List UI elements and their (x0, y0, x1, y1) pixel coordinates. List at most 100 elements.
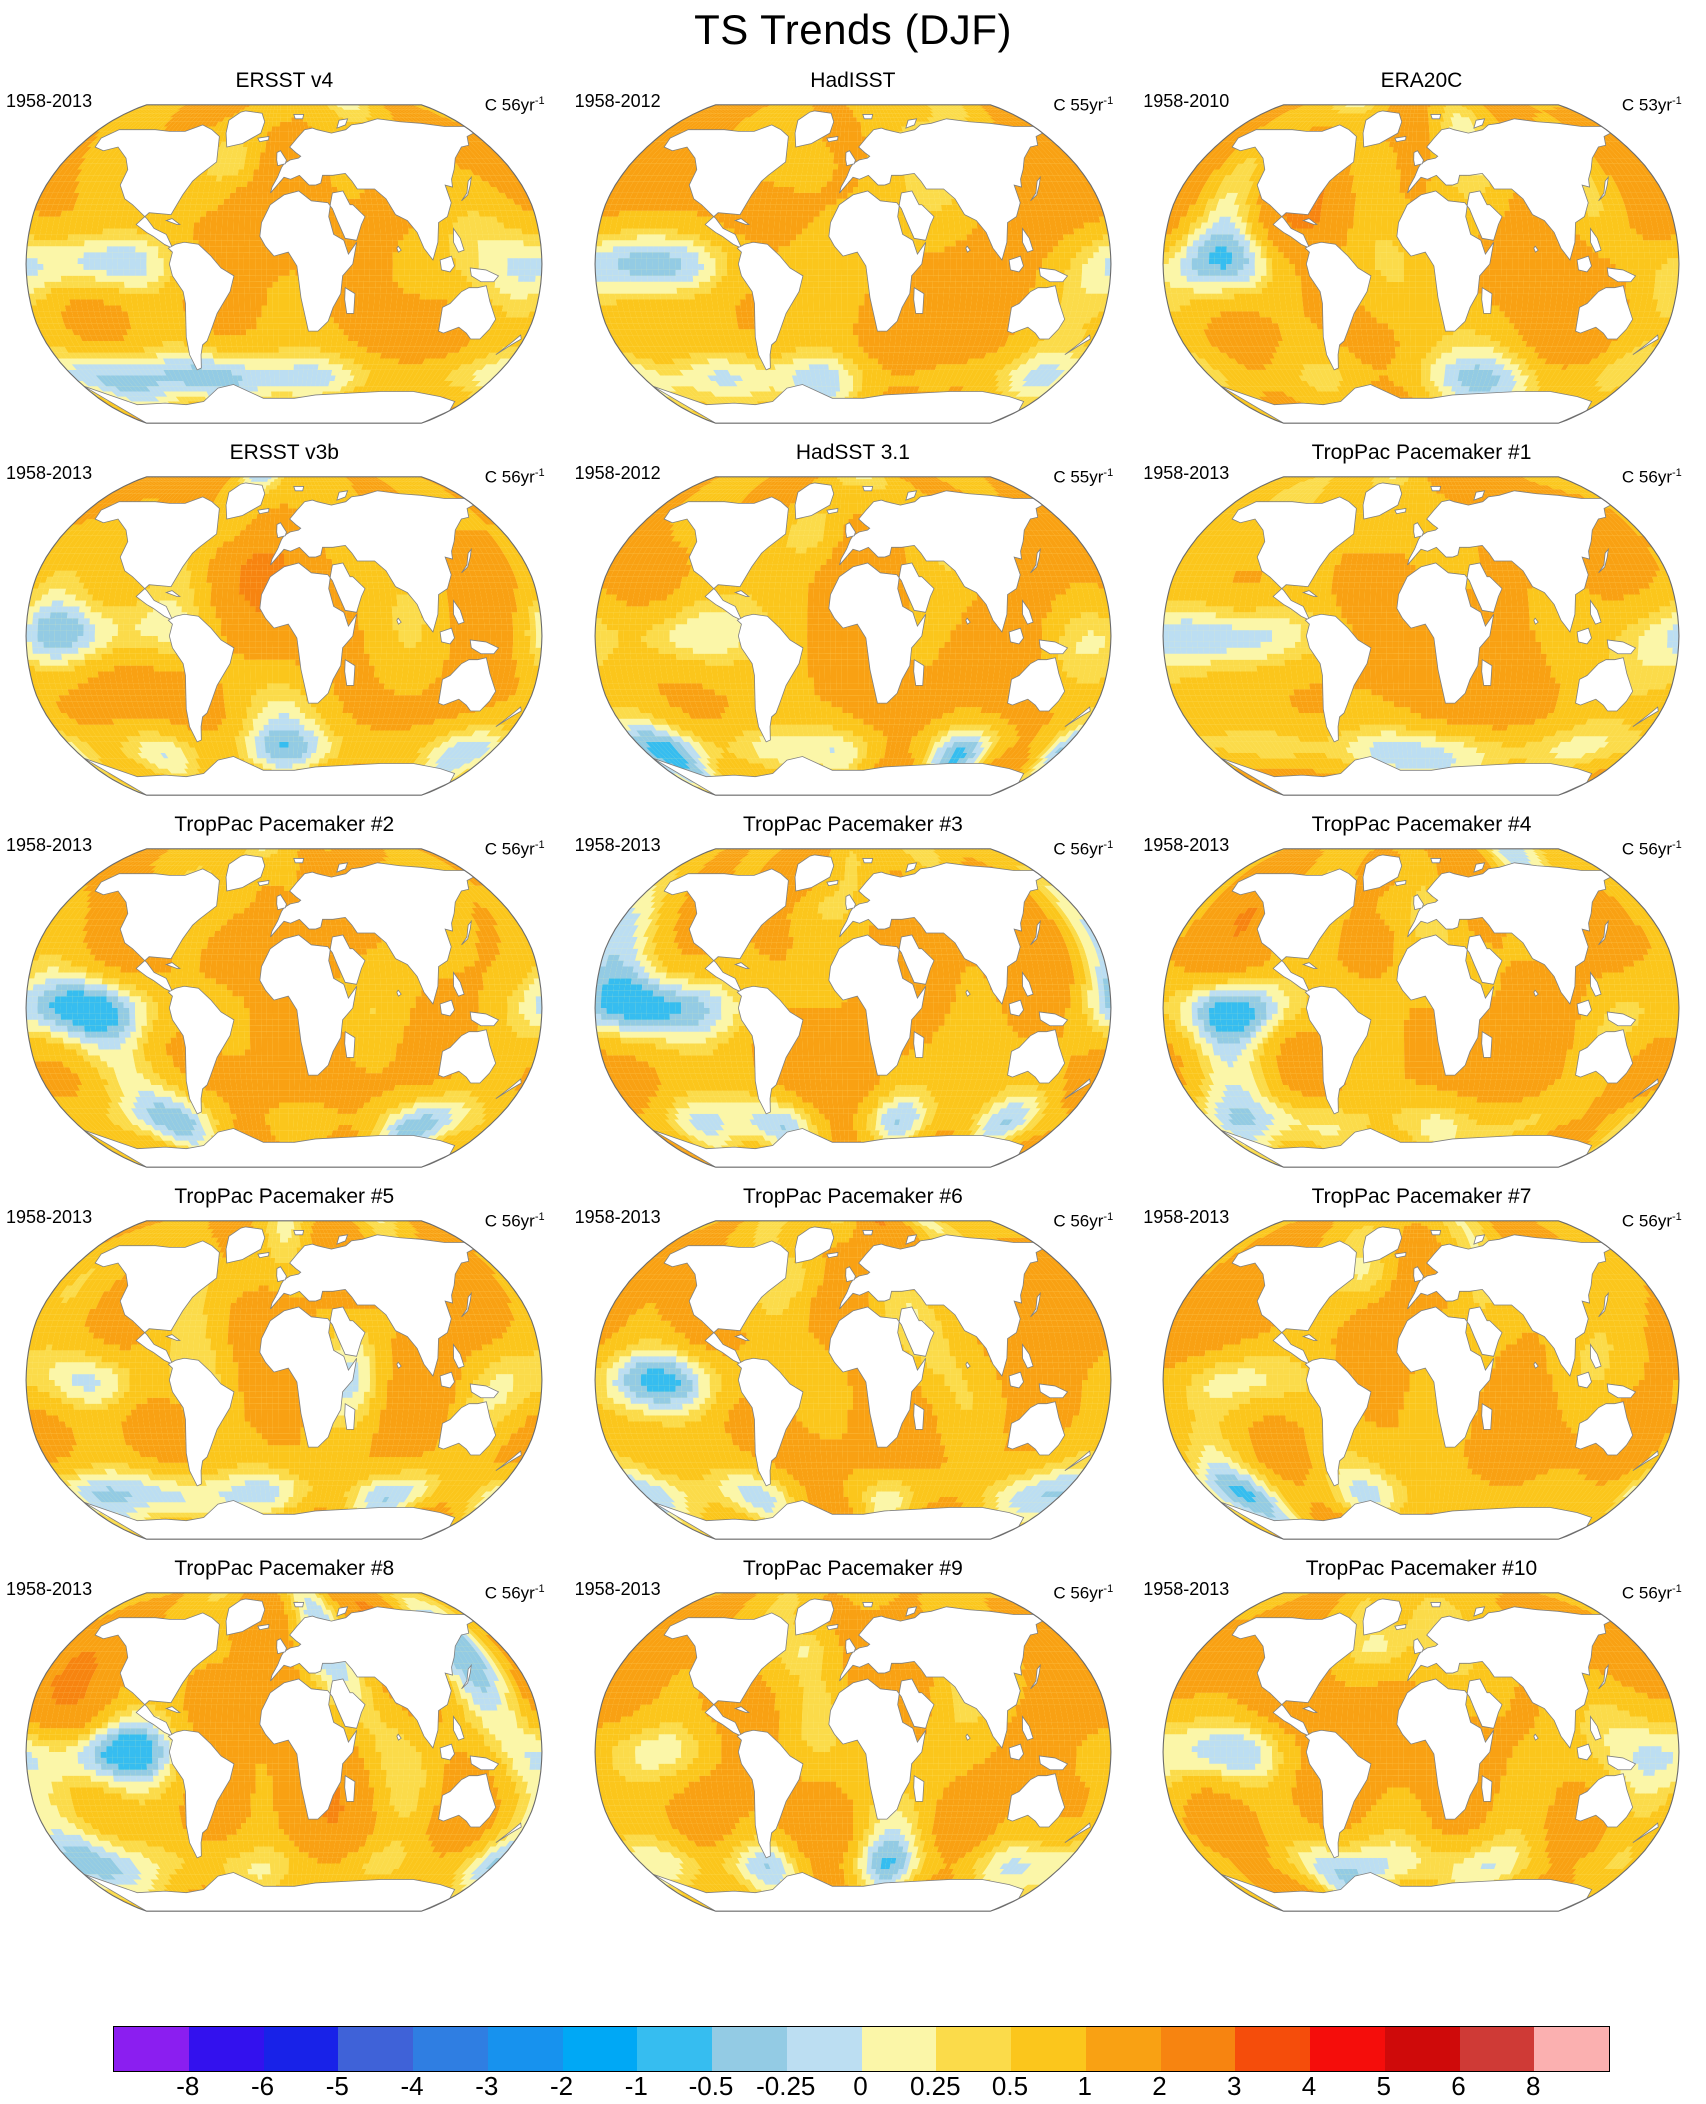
shaded-trend-field (577, 1216, 1129, 1544)
map-panel-15: TropPac Pacemaker #10 1958-2013 C 56yr-1 (1137, 1550, 1706, 1922)
map-canvas (8, 472, 560, 800)
map-panel-11: TropPac Pacemaker #6 1958-2013 C 56yr-1 (569, 1178, 1138, 1550)
colorbar-tick-labels: -8 -6 -5 -4 -3 -2 -1 -0.5 -0.25 0 0.25 0.5 1 2 3 4 5 6 8 (113, 2070, 1608, 2104)
panel-grid: ERSST v4 1958-2013 C 56yr-1 HadISST 1958-201… (0, 62, 1706, 1977)
colorbar-tick-4: -3 (475, 2070, 498, 2102)
colorbar-tick-18: 8 (1526, 2070, 1540, 2102)
map-canvas (1145, 844, 1697, 1172)
colorbar-tick-12: 1 (1078, 2070, 1092, 2102)
colorbar-segment-2 (264, 2027, 339, 2071)
colorbar-tick-7: -0.5 (689, 2070, 734, 2102)
trend-map-svg (1145, 100, 1697, 428)
map-panel-9: TropPac Pacemaker #4 1958-2013 C 56yr-1 (1137, 806, 1706, 1178)
map-canvas (8, 1216, 560, 1544)
colorbar-segment-5 (488, 2027, 563, 2071)
map-canvas (1145, 1588, 1697, 1916)
colorbar-segment-17 (1385, 2027, 1460, 2071)
colorbar-segment-16 (1310, 2027, 1385, 2071)
map-panel-1: ERSST v4 1958-2013 C 56yr-1 (0, 62, 569, 434)
map-panel-14: TropPac Pacemaker #9 1958-2013 C 56yr-1 (569, 1550, 1138, 1922)
map-canvas (1145, 1216, 1697, 1544)
map-canvas (577, 844, 1129, 1172)
colorbar-segment-8 (712, 2027, 787, 2071)
colorbar-tick-17: 6 (1451, 2070, 1465, 2102)
colorbar-segment-6 (563, 2027, 638, 2071)
trend-map-svg (8, 472, 560, 800)
shaded-trend-field (8, 1588, 560, 1916)
shaded-trend-field (1145, 1588, 1697, 1916)
trend-map-svg (8, 100, 560, 428)
trend-map-svg (577, 100, 1129, 428)
shaded-trend-field (1145, 472, 1697, 800)
trend-map-svg (1145, 844, 1697, 1172)
colorbar-tick-11: 0.5 (992, 2070, 1028, 2102)
map-panel-12: TropPac Pacemaker #7 1958-2013 C 56yr-1 (1137, 1178, 1706, 1550)
colorbar-tick-13: 2 (1152, 2070, 1166, 2102)
shaded-trend-field (577, 100, 1129, 428)
shaded-trend-field (8, 844, 560, 1172)
map-canvas (577, 1588, 1129, 1916)
trend-map-svg (577, 1216, 1129, 1544)
map-panel-2: HadISST 1958-2012 C 55yr-1 (569, 62, 1138, 434)
colorbar-segment-11 (936, 2027, 1011, 2071)
colorbar-segment-12 (1011, 2027, 1086, 2071)
map-canvas (577, 472, 1129, 800)
shaded-trend-field (577, 472, 1129, 800)
trend-map-svg (577, 472, 1129, 800)
map-canvas (577, 1216, 1129, 1544)
map-canvas (8, 1588, 560, 1916)
map-panel-8: TropPac Pacemaker #3 1958-2013 C 56yr-1 (569, 806, 1138, 1178)
trend-map-svg (8, 1216, 560, 1544)
colorbar-segment-1 (189, 2027, 264, 2071)
colorbar-segment-19 (1534, 2027, 1609, 2071)
map-panel-5: HadSST 3.1 1958-2012 C 55yr-1 (569, 434, 1138, 806)
shaded-trend-field (1145, 844, 1697, 1172)
trend-map-svg (1145, 472, 1697, 800)
map-canvas (8, 844, 560, 1172)
shaded-trend-field (577, 1588, 1129, 1916)
map-panel-4: ERSST v3b 1958-2013 C 56yr-1 (0, 434, 569, 806)
trend-map-svg (8, 1588, 560, 1916)
map-panel-10: TropPac Pacemaker #5 1958-2013 C 56yr-1 (0, 1178, 569, 1550)
colorbar (113, 2026, 1610, 2072)
map-panel-7: TropPac Pacemaker #2 1958-2013 C 56yr-1 (0, 806, 569, 1178)
colorbar-segment-7 (637, 2027, 712, 2071)
colorbar-segment-18 (1460, 2027, 1535, 2071)
shaded-trend-field (8, 100, 560, 428)
colorbar-tick-0: -8 (176, 2070, 199, 2102)
colorbar-tick-3: -4 (400, 2070, 423, 2102)
colorbar-tick-2: -5 (326, 2070, 349, 2102)
trend-map-svg (577, 844, 1129, 1172)
map-panel-3: ERA20C 1958-2010 C 53yr-1 (1137, 62, 1706, 434)
colorbar-segment-15 (1235, 2027, 1310, 2071)
trend-map-svg (1145, 1216, 1697, 1544)
shaded-trend-field (577, 844, 1129, 1172)
colorbar-segment-4 (413, 2027, 488, 2071)
shaded-trend-field (8, 472, 560, 800)
colorbar-segment-14 (1161, 2027, 1236, 2071)
colorbar-tick-5: -2 (550, 2070, 573, 2102)
map-canvas (1145, 472, 1697, 800)
shaded-trend-field (1145, 100, 1697, 428)
colorbar-segment-3 (338, 2027, 413, 2071)
shaded-trend-field (1145, 1216, 1697, 1544)
map-panel-13: TropPac Pacemaker #8 1958-2013 C 56yr-1 (0, 1550, 569, 1922)
colorbar-tick-16: 5 (1377, 2070, 1391, 2102)
colorbar-tick-9: 0 (853, 2070, 867, 2102)
map-canvas (1145, 100, 1697, 428)
map-canvas (577, 100, 1129, 428)
colorbar-tick-8: -0.25 (756, 2070, 815, 2102)
colorbar-tick-10: 0.25 (910, 2070, 961, 2102)
trend-map-svg (8, 844, 560, 1172)
colorbar-segment-0 (114, 2027, 189, 2071)
colorbar-segment-10 (862, 2027, 937, 2071)
map-canvas (8, 100, 560, 428)
colorbar-segment-9 (787, 2027, 862, 2071)
page-title: TS Trends (DJF) (0, 2, 1706, 58)
colorbar-segment-13 (1086, 2027, 1161, 2071)
shaded-trend-field (8, 1216, 560, 1544)
map-panel-6: TropPac Pacemaker #1 1958-2013 C 56yr-1 (1137, 434, 1706, 806)
trend-map-svg (577, 1588, 1129, 1916)
colorbar-tick-1: -6 (251, 2070, 274, 2102)
